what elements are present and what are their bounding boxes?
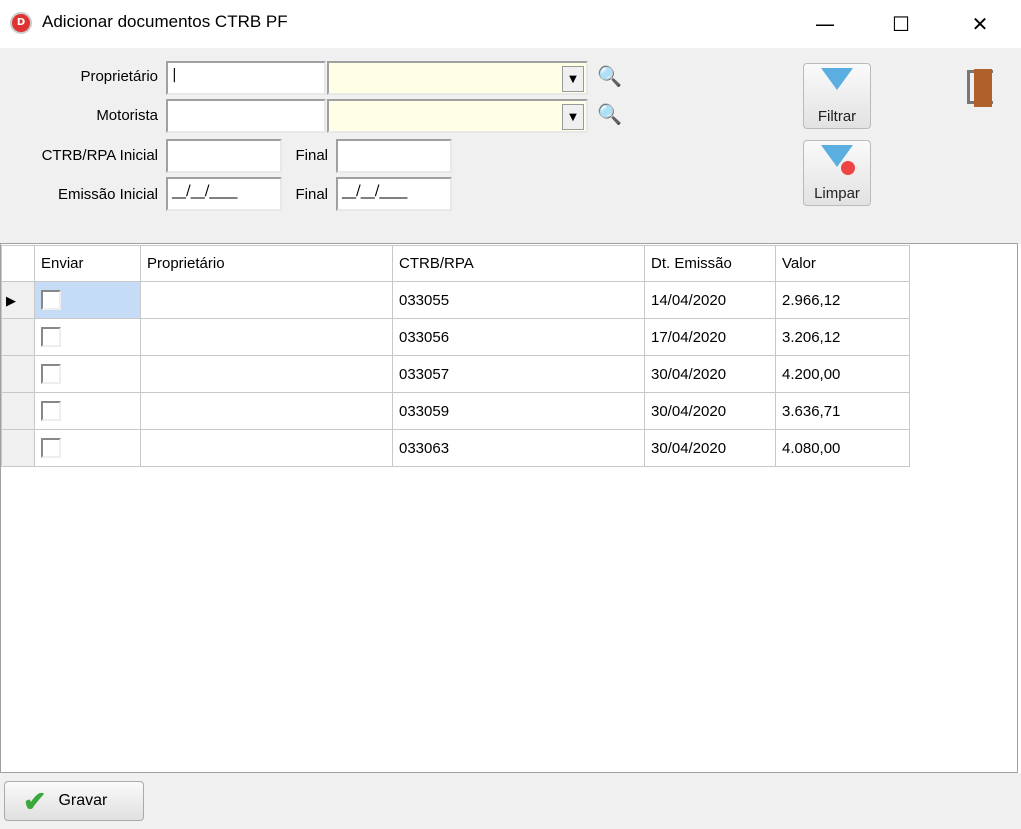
proprietario-cell[interactable] [140, 429, 393, 467]
bottom-bar: ✔ Gravar [0, 773, 1021, 829]
row-indicator [1, 318, 35, 356]
chevron-down-icon[interactable]: ▼ [562, 66, 584, 92]
ctrb-inicial-label: CTRB/RPA Inicial [41, 147, 158, 164]
proprietario-cell[interactable] [140, 355, 393, 393]
enviar-checkbox[interactable] [41, 364, 61, 384]
emissao-cell[interactable]: 17/04/2020 [644, 318, 776, 356]
filter-panel: Proprietário | ▼ 🔍 Motorista ▼ 🔍 CTRB/RP… [0, 48, 1021, 244]
enviar-checkbox[interactable] [41, 401, 61, 421]
current-row-icon: ▶ [6, 292, 16, 308]
row-indicator [1, 429, 35, 467]
row-indicator [1, 392, 35, 430]
row-indicator: ▶ [1, 281, 35, 319]
proprietario-cell[interactable] [140, 318, 393, 356]
table-row[interactable]: 033059 30/04/2020 3.636,71 [1, 392, 910, 430]
ctrb-cell[interactable]: 033055 [392, 281, 645, 319]
indicator-header [1, 245, 35, 282]
table-row[interactable]: 033057 30/04/2020 4.200,00 [1, 355, 910, 393]
search-icon[interactable]: 🔍 [597, 102, 622, 126]
valor-cell[interactable]: 3.206,12 [775, 318, 910, 356]
funnel-icon [821, 68, 853, 90]
column-header-ctrb[interactable]: CTRB/RPA [392, 245, 645, 282]
ctrb-final-label: Final [295, 147, 328, 164]
emissao-final-label: Final [295, 186, 328, 203]
enviar-cell[interactable] [34, 429, 141, 467]
valor-cell[interactable]: 2.966,12 [775, 281, 910, 319]
valor-cell[interactable]: 3.636,71 [775, 392, 910, 430]
table-row[interactable]: 033056 17/04/2020 3.206,12 [1, 318, 910, 356]
column-header-valor[interactable]: Valor [775, 245, 910, 282]
documents-grid: Enviar Proprietário CTRB/RPA Dt. Emissão… [0, 243, 1018, 773]
maximize-button[interactable]: ☐ [892, 12, 910, 36]
table-row[interactable]: ▶ 033055 14/04/2020 2.966,12 [1, 281, 910, 319]
exit-door-icon[interactable] [967, 69, 993, 107]
window-title: Adicionar documentos CTRB PF [42, 12, 288, 31]
row-indicator [1, 355, 35, 393]
filtrar-button[interactable]: Filtrar [803, 63, 871, 129]
ctrb-cell[interactable]: 033057 [392, 355, 645, 393]
proprietario-label: Proprietário [80, 68, 158, 85]
ctrb-cell[interactable]: 033059 [392, 392, 645, 430]
funnel-clear-icon [821, 145, 855, 175]
proprietario-combo[interactable]: ▼ [327, 61, 588, 95]
enviar-cell[interactable] [34, 318, 141, 356]
emissao-inicial-input[interactable]: __/__/____ [166, 177, 282, 211]
limpar-label: Limpar [814, 185, 860, 202]
motorista-code-input[interactable] [166, 99, 326, 133]
gravar-button[interactable]: ✔ Gravar [4, 781, 144, 821]
minimize-button[interactable]: — [815, 12, 835, 36]
column-header-proprietario[interactable]: Proprietário [140, 245, 393, 282]
column-header-emissao[interactable]: Dt. Emissão [644, 245, 776, 282]
emissao-cell[interactable]: 30/04/2020 [644, 429, 776, 467]
motorista-combo[interactable]: ▼ [327, 99, 588, 133]
emissao-final-input[interactable]: __/__/____ [336, 177, 452, 211]
filtrar-label: Filtrar [817, 108, 857, 125]
enviar-cell[interactable] [34, 355, 141, 393]
emissao-inicial-label: Emissão Inicial [57, 186, 158, 203]
enviar-checkbox[interactable] [41, 438, 61, 458]
emissao-cell[interactable]: 14/04/2020 [644, 281, 776, 319]
gravar-label: Gravar [58, 792, 108, 809]
enviar-cell[interactable] [34, 281, 141, 319]
checkmark-icon: ✔ [23, 785, 47, 817]
proprietario-cell[interactable] [140, 392, 393, 430]
emissao-cell[interactable]: 30/04/2020 [644, 355, 776, 393]
chevron-down-icon[interactable]: ▼ [562, 104, 584, 130]
table-row[interactable]: 033063 30/04/2020 4.080,00 [1, 429, 910, 467]
enviar-checkbox[interactable] [41, 327, 61, 347]
enviar-checkbox[interactable] [41, 290, 61, 310]
valor-cell[interactable]: 4.080,00 [775, 429, 910, 467]
search-icon[interactable]: 🔍 [597, 64, 622, 88]
valor-cell[interactable]: 4.200,00 [775, 355, 910, 393]
app-icon: D [10, 12, 32, 34]
ctrb-cell[interactable]: 033063 [392, 429, 645, 467]
ctrb-cell[interactable]: 033056 [392, 318, 645, 356]
ctrb-inicial-input[interactable] [166, 139, 282, 173]
emissao-cell[interactable]: 30/04/2020 [644, 392, 776, 430]
ctrb-final-input[interactable] [336, 139, 452, 173]
limpar-button[interactable]: Limpar [803, 140, 871, 206]
close-button[interactable]: ✕ [971, 12, 989, 36]
motorista-label: Motorista [96, 107, 158, 124]
title-bar: D Adicionar documentos CTRB PF — ☐ ✕ [0, 0, 1021, 48]
proprietario-code-input[interactable]: | [166, 61, 326, 95]
enviar-cell[interactable] [34, 392, 141, 430]
proprietario-cell[interactable] [140, 281, 393, 319]
column-header-enviar[interactable]: Enviar [34, 245, 141, 282]
